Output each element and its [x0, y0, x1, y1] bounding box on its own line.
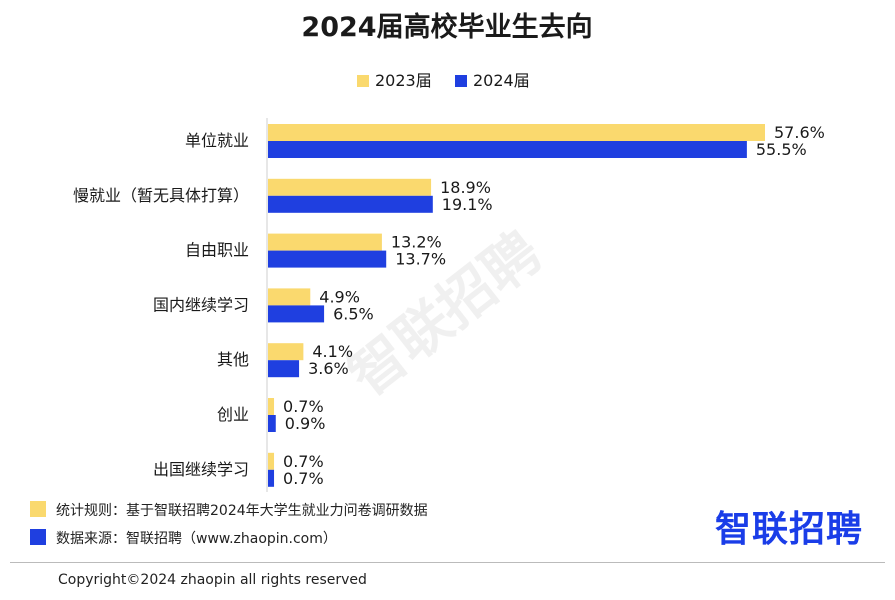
footnote-source: 数据来源：智联招聘（www.zhaopin.com） [56, 531, 337, 547]
legend-label-2: 2024届 [473, 71, 530, 90]
value-label: 57.6% [774, 123, 825, 142]
zhaopin-logo: 智联招聘 [714, 509, 863, 550]
bar-2024 [268, 305, 325, 323]
bar-group: 单位就业 57.6%55.5% 慢就业（暂无具体打算） 18.9%19.1% 自由职业 1… [73, 123, 825, 488]
bar-2023 [268, 124, 765, 141]
value-label: 3.6% [308, 359, 349, 378]
value-label: 18.9% [440, 178, 491, 197]
bar-2023 [268, 452, 275, 470]
legend-swatch-1 [357, 75, 369, 87]
category-label: 国内继续学习 [153, 295, 249, 314]
bar-2024 [268, 360, 300, 378]
bar-2023 [268, 233, 382, 251]
value-label: 0.7% [283, 397, 324, 416]
value-label: 0.7% [283, 469, 324, 488]
value-label: 4.9% [319, 287, 360, 306]
legend-label-1: 2023届 [375, 71, 432, 90]
category-label: 单位就业 [185, 131, 249, 150]
value-label: 19.1% [442, 195, 493, 214]
value-label: 55.5% [756, 140, 807, 159]
value-label: 13.7% [395, 250, 446, 269]
value-label: 0.9% [285, 414, 326, 433]
footnote-rule-swatch [30, 501, 46, 517]
footnote-source-swatch [30, 529, 46, 545]
value-label: 6.5% [333, 304, 374, 323]
category-label: 其他 [217, 350, 249, 369]
bar-2024 [268, 250, 387, 268]
bar-2024 [268, 195, 433, 213]
bar-2023 [268, 178, 432, 196]
bar-2023 [268, 398, 275, 415]
category-label: 自由职业 [185, 241, 249, 260]
value-label: 13.2% [391, 233, 442, 252]
bar-2024 [268, 469, 275, 487]
bar-2024 [268, 415, 276, 432]
value-label: 0.7% [283, 452, 324, 471]
bar-2023 [268, 343, 304, 361]
bar-2023 [268, 288, 311, 306]
copyright-text: Copyright©2024 zhaopin all rights reserv… [58, 572, 367, 588]
category-label: 慢就业（暂无具体打算） [73, 186, 249, 205]
chart-title: 2024届高校毕业生去向 [301, 11, 592, 43]
category-label: 创业 [217, 405, 249, 424]
footnote-rule: 统计规则：基于智联招聘2024年大学生就业力问卷调研数据 [56, 503, 428, 519]
value-label: 4.1% [312, 342, 353, 361]
category-label: 出国继续学习 [153, 460, 249, 479]
legend: 2023届 2024届 [357, 71, 530, 90]
bar-2024 [268, 141, 747, 158]
footer-divider [10, 562, 885, 563]
legend-swatch-2 [455, 75, 467, 87]
chart: 2024届高校毕业生去向 2023届 2024届 单位就业 57.6%55.5% 慢就… [73, 11, 825, 492]
